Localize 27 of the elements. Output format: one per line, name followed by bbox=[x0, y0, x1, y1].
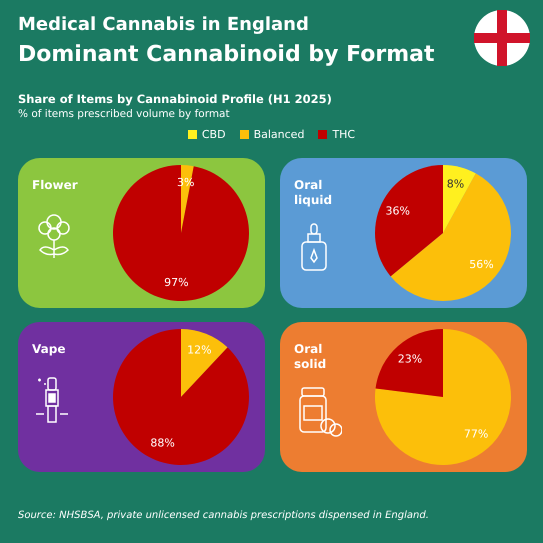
pie-slice bbox=[443, 165, 476, 233]
text: Dominant Cannabinoid by Format bbox=[18, 42, 434, 67]
legend-label: THC bbox=[331, 128, 356, 141]
text: % of items prescribed volume by format bbox=[18, 108, 230, 120]
text: Share of Items by Cannabinoid Profile (H1 2025) bbox=[18, 92, 332, 106]
text: Oral solid bbox=[294, 342, 328, 372]
data-label: 77% bbox=[464, 428, 488, 441]
data-label: 23% bbox=[398, 352, 422, 366]
data-label: 36% bbox=[386, 204, 410, 218]
legend-label: Balanced bbox=[252, 128, 304, 141]
text: Medical Cannabis in England bbox=[18, 14, 309, 35]
text: Vape bbox=[32, 342, 66, 357]
data-label: 97% bbox=[164, 276, 189, 289]
data-label: 88% bbox=[150, 436, 175, 450]
text: Flower bbox=[32, 178, 79, 193]
data-label: 56% bbox=[469, 258, 494, 271]
pie-slice bbox=[375, 329, 511, 465]
pie-slice bbox=[375, 165, 443, 276]
data-label: 12% bbox=[187, 344, 212, 357]
source-note: Source: NHSBSA, private unlicensed cannabis prescriptions dispensed in England. bbox=[18, 510, 429, 521]
pie-slice bbox=[113, 329, 249, 465]
text: Oral liquid bbox=[294, 178, 334, 208]
pie-slice bbox=[376, 329, 443, 397]
pie-slice bbox=[113, 165, 249, 301]
legend-label: CBD bbox=[200, 128, 226, 141]
pie-slice bbox=[181, 329, 228, 397]
data-label: 8% bbox=[446, 178, 464, 191]
